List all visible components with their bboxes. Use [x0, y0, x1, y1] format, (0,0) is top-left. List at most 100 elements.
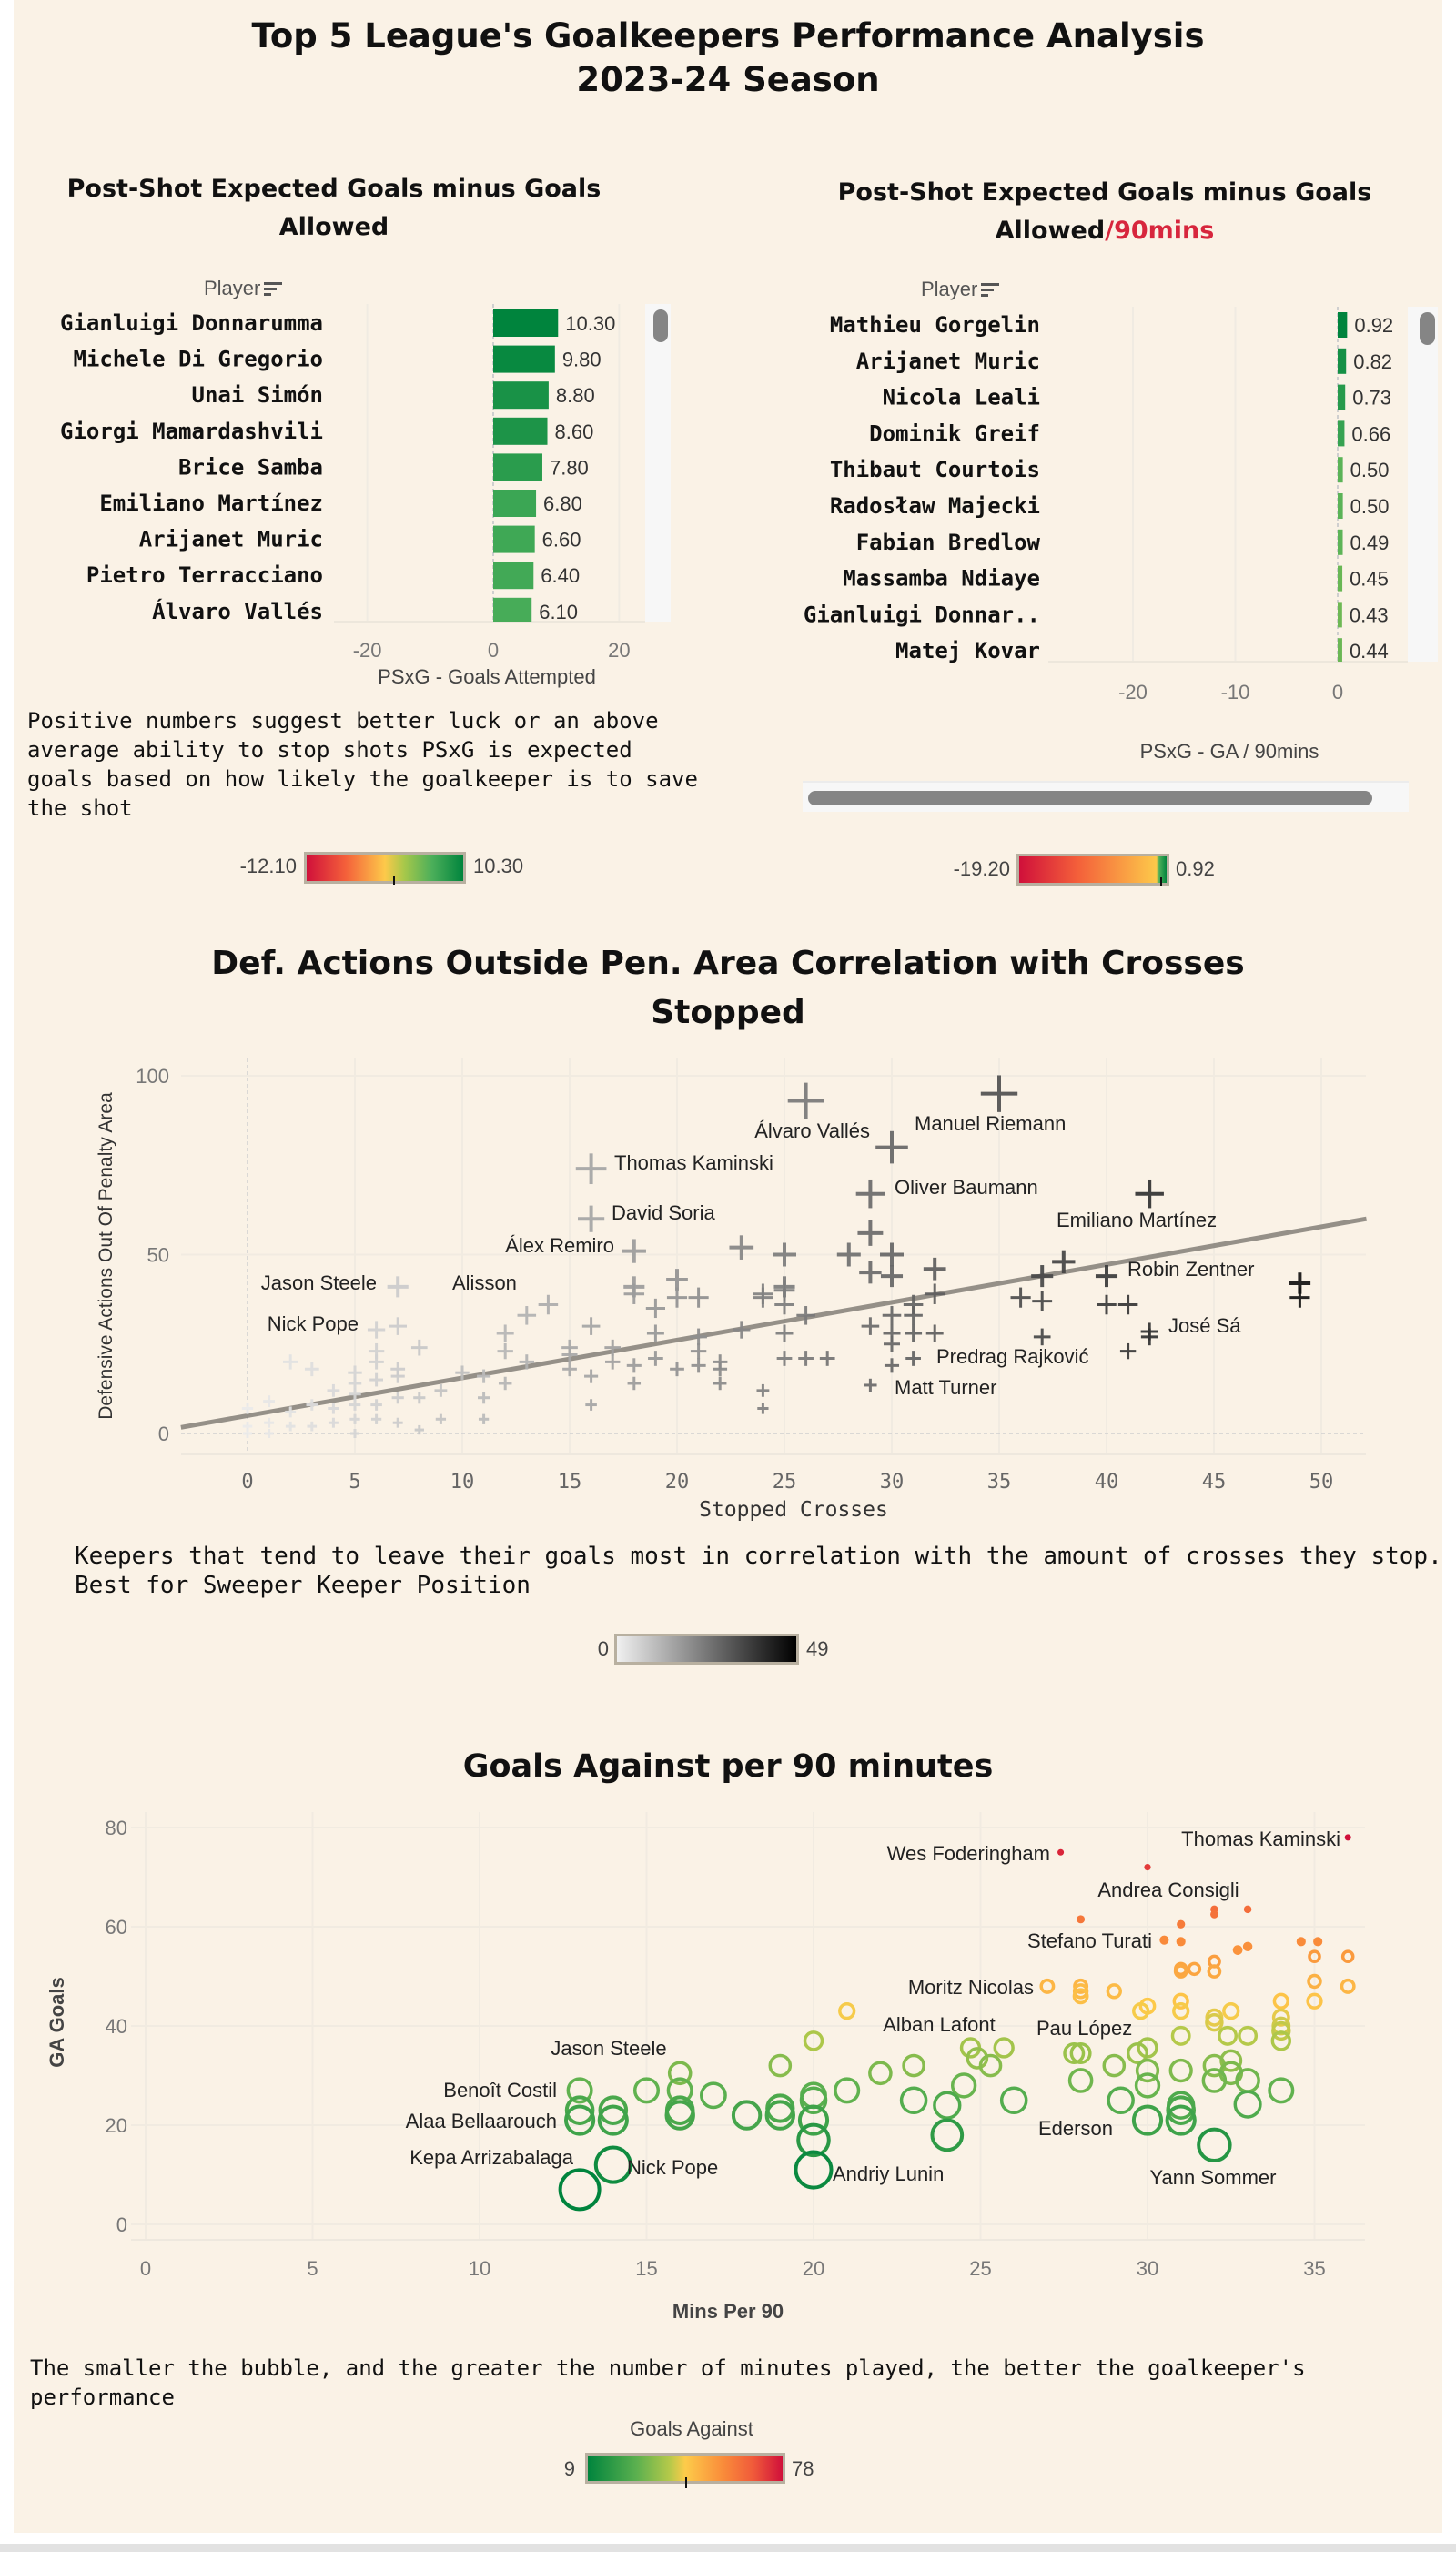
plus-marker [575, 1153, 607, 1185]
player-name: Unai Simón [192, 382, 324, 408]
bubble-label: Jason Steele [551, 2037, 666, 2060]
plus-marker [538, 1294, 559, 1315]
psxg90-scroll-thumb[interactable] [1420, 312, 1435, 345]
def-actions-chart-title: Def. Actions Outside Pen. Area Correlati… [0, 939, 1456, 1038]
bar [1338, 384, 1346, 410]
plus-marker [327, 1383, 340, 1397]
ga-legend-max: 78 [792, 2457, 814, 2480]
plus-marker [1031, 1265, 1054, 1288]
bar-value-label: 0.82 [1353, 350, 1392, 373]
bar-value-label: 0.73 [1352, 387, 1391, 410]
bubble [838, 2002, 856, 2020]
psxg90-player-header[interactable]: Player [921, 278, 1000, 301]
plus-marker [478, 1413, 490, 1424]
trend-line [180, 1216, 1367, 1430]
y-tick-label: 60 [106, 1916, 127, 1939]
psxg90-color-legend [1016, 854, 1169, 886]
psxg90-chart-title-line2: Allowed/90mins [786, 212, 1423, 250]
x-tick-label: 5 [349, 1471, 360, 1494]
y-tick-label: 80 [106, 1817, 127, 1839]
plus-marker [666, 1269, 688, 1291]
bubble-label: Moritz Nicolas [908, 1976, 1034, 1999]
plus-marker [691, 1358, 706, 1373]
bubble [899, 2086, 928, 2115]
y-tick-label: 20 [106, 2114, 127, 2137]
bubble-label: Thomas Kaminski [1181, 1828, 1340, 1850]
bubble-label: Ederson [1038, 2117, 1113, 2140]
bubble [1238, 2025, 1259, 2046]
bubble [1131, 2104, 1164, 2136]
plus-marker [627, 1376, 642, 1391]
point-label: Predrag Rajković [936, 1345, 1089, 1368]
bubble [993, 2037, 1015, 2059]
psxg-vertical-scrollbar[interactable] [645, 304, 671, 622]
x-axis-title: Stopped Crosses [699, 1498, 888, 1522]
bar-value-label: 0.66 [1351, 422, 1390, 445]
bubble [834, 2077, 861, 2104]
point-label: Álvaro Vallés [754, 1119, 870, 1142]
bubble [794, 2150, 834, 2190]
x-tick-label: -20 [1118, 681, 1148, 704]
bubble-label: Andrea Consigli [1097, 1879, 1239, 1901]
plus-marker [497, 1342, 513, 1360]
x-tick-label: 45 [1202, 1471, 1227, 1494]
bubble [1271, 2008, 1290, 2027]
x-tick-label: 20 [665, 1471, 690, 1494]
plus-marker [578, 1205, 605, 1232]
player-name: Brice Samba [178, 454, 323, 480]
bar [1338, 457, 1343, 483]
ga-legend-min: 9 [563, 2457, 575, 2480]
bar-value-label: 6.40 [541, 564, 580, 587]
bubble [667, 2061, 693, 2086]
plus-marker [496, 1324, 514, 1342]
bar [493, 309, 559, 337]
dashboard-title-line2: 2023-24 Season [576, 60, 880, 99]
plus-marker [387, 1276, 409, 1298]
def-actions-color-legend [614, 1634, 799, 1665]
bubble [1172, 1992, 1189, 2010]
psxg-x-axis-title: PSxG - Goals Attempted [378, 665, 596, 688]
plus-marker [980, 1075, 1018, 1112]
plus-marker [773, 1242, 796, 1267]
x-tick-label: 10 [450, 1471, 475, 1494]
player-name: Dominik Greif [869, 420, 1040, 446]
psxg90-vertical-scrollbar[interactable] [1408, 307, 1438, 662]
bubble [1168, 2058, 1193, 2083]
bubble [1165, 2104, 1197, 2136]
player-name: Giorgi Mamardashvili [60, 419, 323, 444]
bubble [978, 2053, 1003, 2078]
bubble [1135, 2058, 1160, 2083]
psxg-scroll-thumb[interactable] [653, 309, 668, 342]
plus-marker [857, 1220, 884, 1246]
psxg90-horizontal-scrollbar[interactable] [803, 781, 1409, 812]
player-name: Massamba Ndiaye [843, 566, 1040, 592]
bubble [1107, 2086, 1135, 2115]
psxg-player-header[interactable]: Player [204, 277, 283, 300]
y-tick-label: 50 [147, 1244, 169, 1267]
psxg-legend-marker [393, 876, 395, 885]
bubble [768, 2053, 793, 2078]
bubble [1102, 2053, 1127, 2078]
psxg90-legend-min: -19.20 [953, 857, 1010, 880]
sort-descending-icon[interactable] [981, 283, 1000, 298]
player-name: Thibaut Courtois [830, 457, 1040, 482]
sort-descending-icon[interactable] [264, 282, 283, 297]
bubble-label: Yann Sommer [1150, 2166, 1277, 2189]
plus-marker [370, 1413, 382, 1424]
plus-marker [328, 1417, 339, 1428]
def-actions-legend-max: 49 [806, 1637, 829, 1660]
psxg-legend-max: 10.30 [473, 855, 524, 877]
plus-marker [776, 1351, 793, 1366]
psxg90-h-scroll-thumb[interactable] [808, 791, 1372, 805]
bubble [1126, 2041, 1148, 2064]
bubble [593, 2145, 632, 2184]
bar-value-label: 0.92 [1354, 314, 1393, 337]
psxg90-legend-max: 0.92 [1176, 857, 1215, 880]
bubble [664, 2100, 695, 2131]
y-axis-title: GA Goals [46, 1977, 68, 2067]
bubble [1159, 1935, 1169, 1945]
bar [493, 417, 548, 445]
plus-marker [350, 1429, 359, 1438]
bubble [950, 2072, 977, 2099]
point-label: Jason Steele [261, 1271, 377, 1294]
